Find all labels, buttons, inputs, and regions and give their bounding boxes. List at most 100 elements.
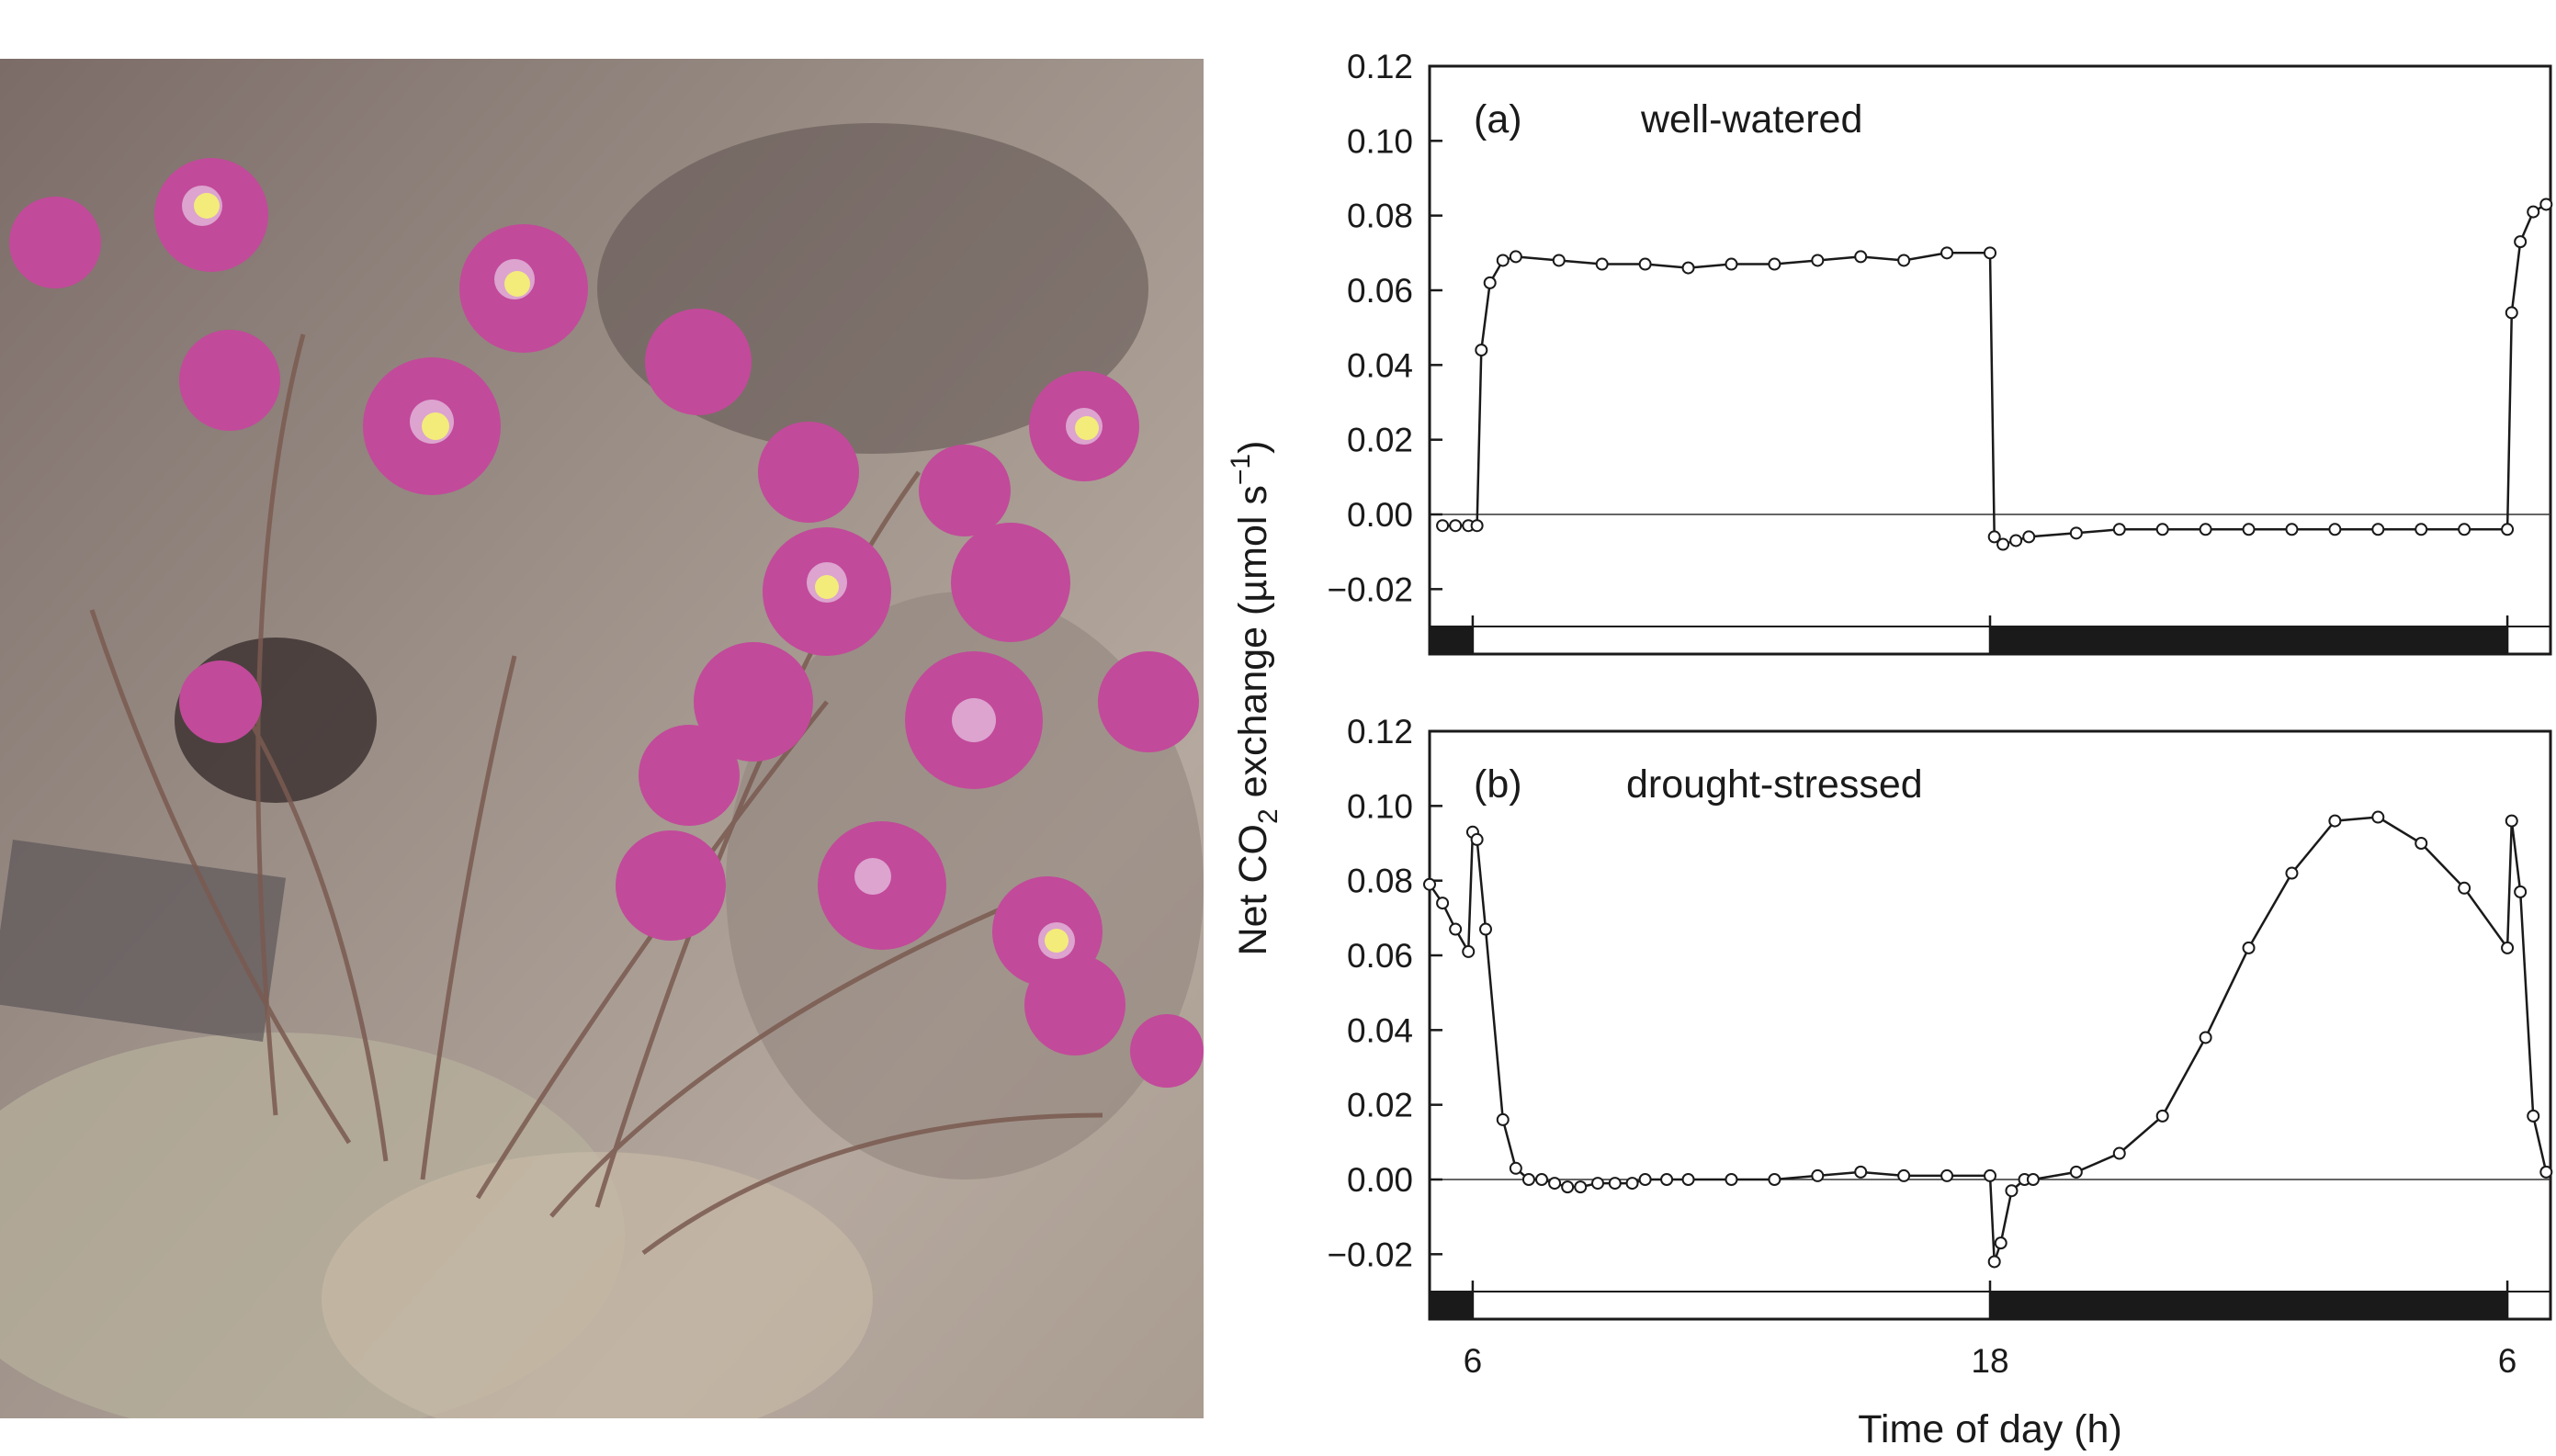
data-point xyxy=(2005,1184,2019,1198)
data-point xyxy=(1768,257,1781,271)
data-point xyxy=(1897,254,1911,267)
y-tick-label: 0.10 xyxy=(1347,122,1413,160)
data-point xyxy=(1681,261,1695,275)
data-point xyxy=(1608,1177,1622,1191)
data-point xyxy=(1470,519,1484,533)
y-tick-label: 0.04 xyxy=(1347,346,1413,384)
data-point xyxy=(1725,257,1738,271)
data-point xyxy=(1854,1165,1868,1179)
data-point xyxy=(1725,1173,1738,1186)
data-point xyxy=(2022,530,2036,544)
data-point xyxy=(2539,198,2553,211)
data-point xyxy=(2285,523,2299,536)
panel-label: (b) xyxy=(1474,762,1522,807)
data-point xyxy=(2539,1165,2553,1179)
data-point xyxy=(1768,1173,1781,1186)
data-point xyxy=(2199,1031,2212,1044)
data-point xyxy=(1483,276,1497,289)
y-tick-label: 0.02 xyxy=(1347,1087,1413,1124)
data-point xyxy=(1509,1161,1522,1175)
data-point xyxy=(2242,523,2256,536)
data-point xyxy=(1423,877,1436,891)
data-point xyxy=(1897,1168,1911,1182)
data-point xyxy=(1548,1177,1562,1191)
data-point xyxy=(1462,944,1476,958)
data-point xyxy=(1984,246,1996,260)
data-point xyxy=(1595,257,1609,271)
data-point xyxy=(2514,885,2528,898)
y-tick-label: 0.08 xyxy=(1347,863,1413,900)
y-tick-label: −0.02 xyxy=(1327,1236,1413,1273)
data-point xyxy=(1561,1180,1575,1194)
data-point xyxy=(2069,526,2083,540)
condition-label: well-watered xyxy=(1640,97,1862,141)
dark-period-bar xyxy=(1430,1292,1473,1319)
data-point xyxy=(1854,250,1868,264)
data-point xyxy=(2527,1109,2540,1123)
data-point xyxy=(1940,1168,1954,1182)
y-tick-label: 0.04 xyxy=(1347,1011,1413,1049)
panel-label: (a) xyxy=(1474,97,1522,141)
data-point xyxy=(2527,205,2540,219)
x-tick-label: 6 xyxy=(1464,1342,1483,1380)
data-point xyxy=(2501,523,2515,536)
data-point xyxy=(1811,254,1825,267)
y-tick-label: 0.12 xyxy=(1347,713,1413,751)
data-point xyxy=(1660,1173,1674,1186)
data-point xyxy=(2328,523,2342,536)
data-point xyxy=(1638,257,1652,271)
data-point xyxy=(1987,1255,2001,1269)
data-point xyxy=(2328,814,2342,828)
data-point xyxy=(2505,814,2518,828)
data-point xyxy=(2371,810,2385,824)
data-point xyxy=(2069,1165,2083,1179)
x-axis-label: Time of day (h) xyxy=(1858,1407,2122,1451)
data-point xyxy=(2458,523,2471,536)
data-point xyxy=(1638,1173,1652,1186)
x-tick-label: 18 xyxy=(1971,1342,2008,1380)
data-point xyxy=(1681,1173,1695,1186)
dark-period-bar xyxy=(1990,1292,2508,1319)
data-point xyxy=(2155,1109,2169,1123)
flowering-plant-photo xyxy=(0,59,1204,1418)
data-point xyxy=(1449,519,1463,533)
y-tick-label: 0.02 xyxy=(1347,422,1413,459)
data-point xyxy=(2371,523,2385,536)
data-point xyxy=(2415,837,2428,850)
data-point xyxy=(2501,941,2515,954)
data-point xyxy=(1449,922,1463,936)
data-point xyxy=(2505,306,2518,320)
data-point xyxy=(2415,523,2428,536)
data-point xyxy=(1591,1177,1604,1191)
data-point xyxy=(2009,534,2023,547)
condition-label: drought-stressed xyxy=(1626,762,1923,807)
data-point xyxy=(2514,235,2528,249)
data-point xyxy=(1475,344,1488,357)
data-point xyxy=(1552,254,1566,267)
data-point xyxy=(1535,1173,1548,1186)
data-point xyxy=(2285,866,2299,880)
y-axis-label: Net CO2 exchange (µmol s−1) xyxy=(1226,441,1284,956)
y-tick-label: 0.08 xyxy=(1347,198,1413,235)
data-point xyxy=(1984,1168,1996,1182)
y-tick-label: 0.06 xyxy=(1347,272,1413,310)
x-tick-label: 6 xyxy=(2498,1342,2517,1380)
data-point xyxy=(2199,523,2212,536)
y-tick-label: −0.02 xyxy=(1327,570,1413,608)
data-point xyxy=(1940,246,1954,260)
data-point xyxy=(1496,1112,1510,1126)
panel-b-drought-stressed: 0.12 0.10 0.08 0.06 0.04 0.02 0.00 −0.02 6 18 6 Tim… xyxy=(1327,713,2553,1451)
data-point xyxy=(2112,523,2126,536)
data-point xyxy=(2458,881,2471,895)
data-point xyxy=(1521,1173,1535,1186)
data-point xyxy=(1987,530,2001,544)
dark-period-bar xyxy=(1430,626,1473,654)
y-tick-label: 0.06 xyxy=(1347,937,1413,975)
y-tick-label: 0.12 xyxy=(1347,48,1413,85)
data-point xyxy=(1994,1236,2007,1250)
data-point xyxy=(1479,922,1492,936)
data-point xyxy=(1625,1177,1639,1191)
data-point xyxy=(1509,250,1522,264)
data-point xyxy=(2242,941,2256,954)
